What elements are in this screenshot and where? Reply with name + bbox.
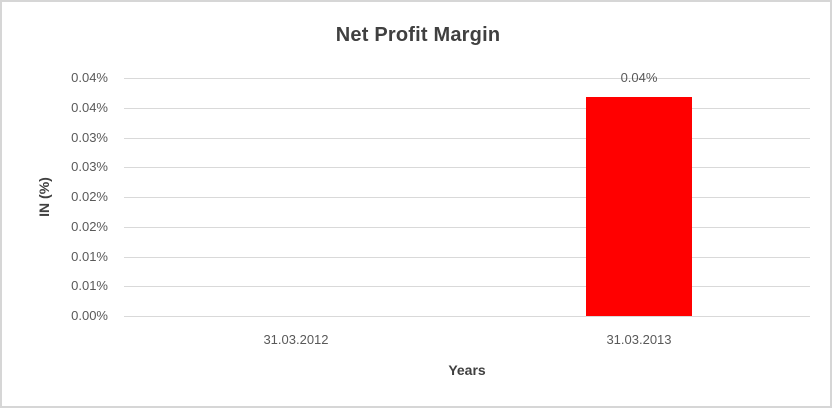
gridline [124,227,810,228]
x-tick-label: 31.03.2013 [606,332,672,347]
plot-area [124,78,810,317]
bar-data-label: 0.04% [620,70,658,85]
x-axis-title: Years [448,362,486,378]
gridline [124,257,810,258]
y-tick-label: 0.04% [71,100,108,115]
gridline [124,108,810,109]
chart-title: Net Profit Margin [335,24,501,46]
gridline [124,78,810,79]
y-tick-label: 0.03% [71,130,108,145]
gridline [124,286,810,287]
gridline [124,167,810,168]
y-tick-label: 0.02% [71,219,108,234]
bar [586,97,692,316]
y-tick-label: 0.03% [71,159,108,174]
y-tick-label: 0.01% [71,249,108,264]
gridline [124,197,810,198]
gridline [124,316,810,317]
y-tick-label: 0.02% [71,189,108,204]
x-tick-label: 31.03.2012 [263,332,329,347]
y-tick-label: 0.04% [71,70,108,85]
gridline [124,138,810,139]
y-tick-label: 0.01% [71,278,108,293]
y-tick-label: 0.00% [71,308,108,323]
